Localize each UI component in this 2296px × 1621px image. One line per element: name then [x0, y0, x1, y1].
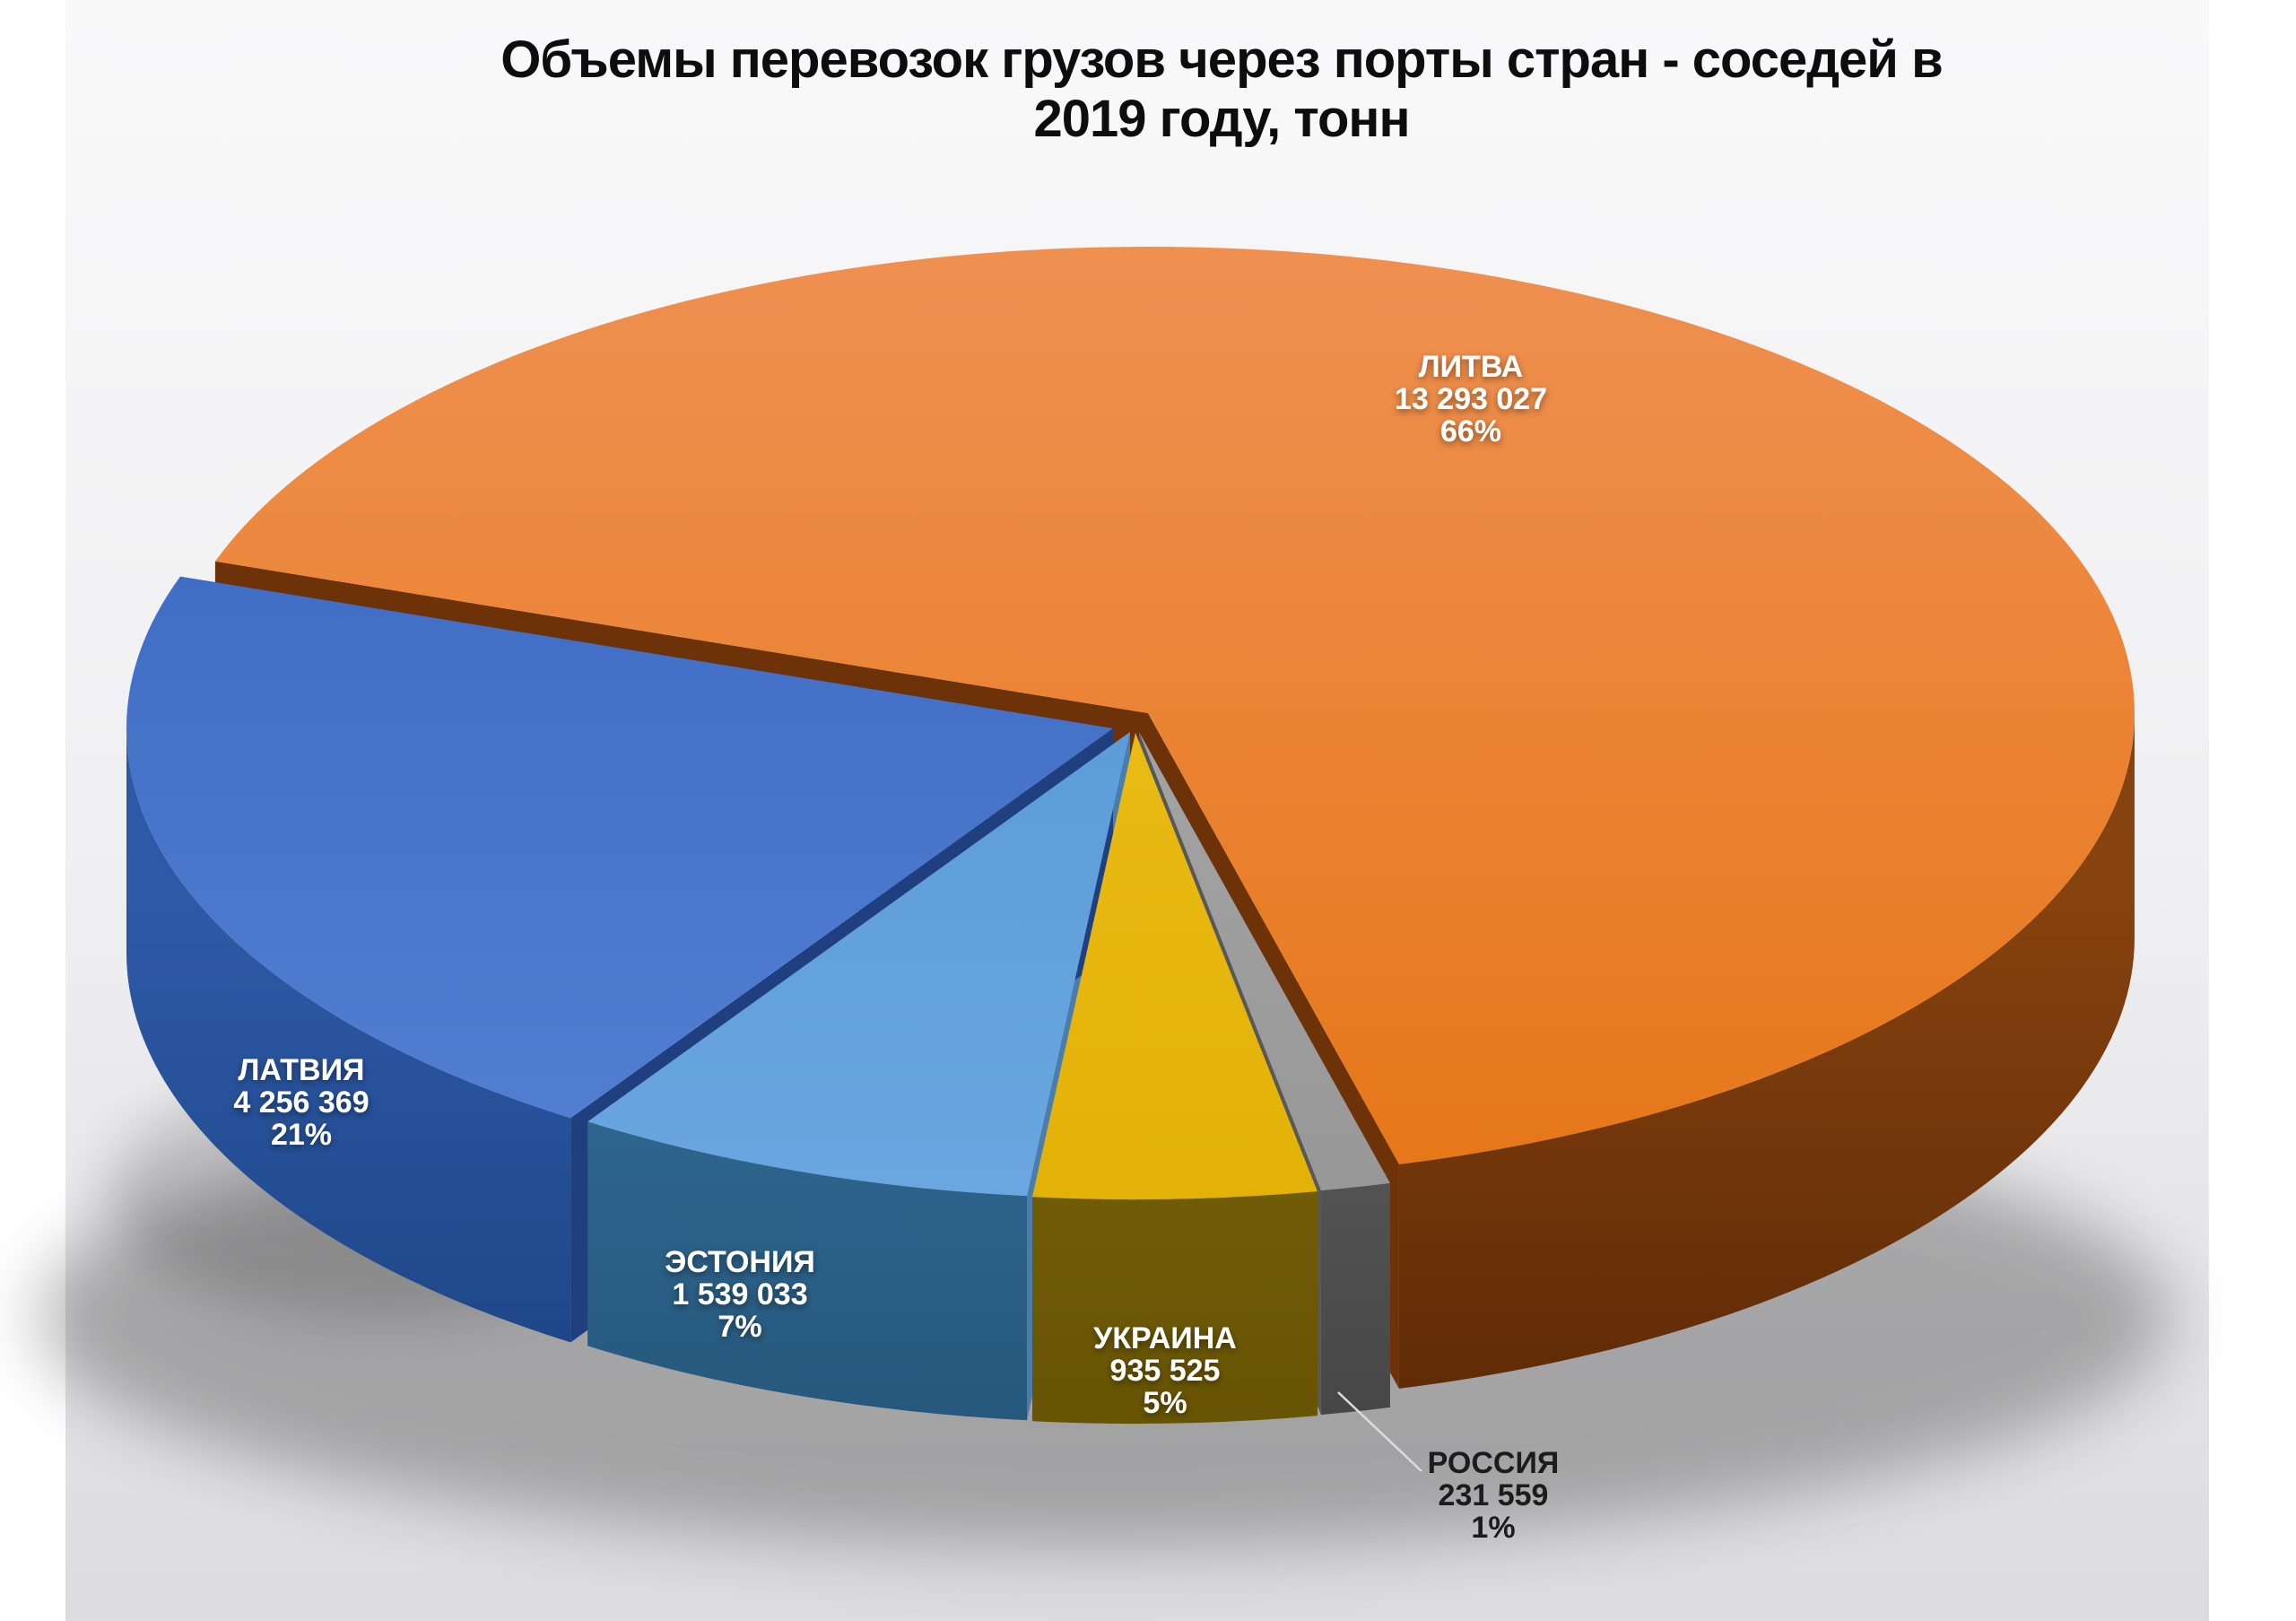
russia-leader-line: [1337, 1391, 1422, 1472]
side-wall-russia: [1320, 1182, 1390, 1416]
pie-slice-lithuania: [214, 247, 2135, 1164]
side-wall-lithuania: [1398, 713, 2135, 1389]
slice-name-ukraine: УКРАИНА: [1093, 1321, 1237, 1355]
pie-slice-estonia: [587, 732, 1130, 1197]
slice-pct-latvia: 21%: [271, 1118, 332, 1152]
slice-value-latvia: 4 256 369: [233, 1085, 369, 1120]
slice-value-ukraine: 935 525: [1110, 1354, 1221, 1388]
slice-value-estonia: 1 539 033: [672, 1277, 807, 1312]
slice-value-russia: 231 559: [1439, 1478, 1549, 1512]
side-wall-estonia: [587, 1121, 1027, 1421]
chart-title-line-1: Объемы перевозок грузов через порты стра…: [500, 31, 1943, 89]
slice-pct-russia: 1%: [1471, 1511, 1515, 1545]
slice-pct-estonia: 7%: [718, 1310, 761, 1344]
slice-value-lithuania: 13 293 027: [1395, 382, 1547, 416]
chart-title: Объемы перевозок грузов через порты стра…: [253, 31, 2190, 149]
slice-name-estonia: ЭСТОНИЯ: [665, 1245, 815, 1279]
pie-slice-ukraine: [1032, 733, 1318, 1200]
pie-slice-russia: [1139, 732, 1390, 1191]
slice-name-latvia: ЛАТВИЯ: [239, 1053, 365, 1087]
slice-pct-lithuania: 66%: [1440, 414, 1501, 449]
slice-name-russia: РОССИЯ: [1428, 1446, 1560, 1480]
chart-title-line-2: 2019 году, тонн: [1033, 90, 1411, 148]
pie-slice-tops: [126, 247, 2135, 1200]
side-wall-latvia: [126, 728, 571, 1343]
side-wall-ukraine: [1032, 1191, 1318, 1425]
slice-name-lithuania: ЛИТВА: [1419, 350, 1523, 384]
pie-slice-latvia: [126, 576, 1114, 1119]
slice-pct-ukraine: 5%: [1143, 1386, 1187, 1420]
pie-slice-side-walls: [126, 713, 2135, 1425]
